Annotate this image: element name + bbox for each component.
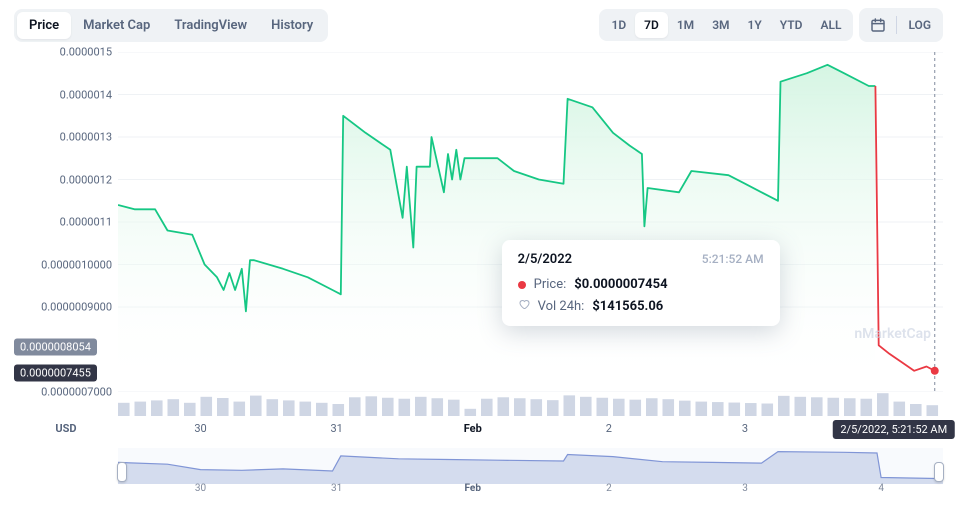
tooltip-vol-label: Vol 24h: [538,299,585,314]
brush-x-label: 2 [606,483,612,494]
range-7d[interactable]: 7D [635,12,668,38]
brush-x-label: 3 [742,483,748,494]
brush-plot[interactable]: 30 31 Feb 2 3 4 [118,448,943,496]
tab-market-cap[interactable]: Market Cap [71,12,162,39]
tooltip-vol-value: $141565.06 [592,299,663,314]
brush-x-label: 4 [878,483,884,494]
brush-handle-left[interactable] [117,462,127,482]
chart-svg [118,52,943,392]
x-tick-label: 30 [194,422,206,435]
range-1d[interactable]: 1D [602,12,635,38]
range-group: 1D7D1M3M1YYTDALL [599,9,853,41]
range-1m[interactable]: 1M [668,12,703,38]
x-tick-label: 31 [330,422,342,435]
y-tick-label: 0.0000009000 [41,301,112,314]
y-tick-label: 0.0000013 [60,131,112,144]
chart-toolbar: PriceMarket CapTradingViewHistory 1D7D1M… [0,0,957,46]
brush-x-label: Feb [465,483,481,494]
tooltip-date: 2/5/2022 [518,252,572,267]
tooltip-time: 5:21:52 AM [702,252,764,267]
heart-icon [518,298,530,314]
y-tick-label: 0.0000015 [60,46,112,59]
range-3m[interactable]: 3M [703,12,738,38]
tooltip-price-label: Price: [534,277,567,292]
calendar-icon[interactable] [862,11,894,39]
x-tick-label: 3 [742,422,748,435]
range-all[interactable]: ALL [811,12,850,38]
range-1y[interactable]: 1Y [739,12,771,38]
range-ytd[interactable]: YTD [771,12,812,38]
tab-price[interactable]: Price [17,12,71,39]
tab-history[interactable]: History [259,12,325,39]
tooltip-price-value: $0.0000007454 [574,277,667,292]
y-tick-label: 0.0000012 [60,173,112,186]
x-axis: USD 3031Feb232/5/2022, 5:21:52 AM [14,420,943,442]
x-tick-label: 2 [606,422,612,435]
brush-row[interactable]: 30 31 Feb 2 3 4 [14,448,943,496]
x-crosshair-badge: 2/5/2022, 5:21:52 AM [832,420,955,439]
view-tab-group: PriceMarket CapTradingViewHistory [14,9,328,42]
x-labels: 3031Feb232/5/2022, 5:21:52 AM [118,420,943,442]
y-axis: 0.00000150.00000140.00000130.00000120.00… [14,52,118,392]
separator [896,16,897,34]
price-tooltip: 2/5/2022 5:21:52 AM Price: $0.0000007454… [502,240,780,326]
right-controls: 1D7D1M3M1YYTDALL LOG [599,8,943,42]
brush-handle-right[interactable] [934,462,944,482]
y-tick-label: 0.0000011 [60,216,112,229]
volume-plot [118,392,943,416]
volume-svg [118,392,943,416]
tab-tradingview[interactable]: TradingView [162,12,259,39]
plot-area[interactable]: nMarketCap [118,52,943,392]
brush-x-label: 31 [331,483,342,494]
y-badge: 0.0000007455 [14,364,97,381]
y-tick-label: 0.0000014 [60,88,112,101]
volume-row [14,392,943,416]
log-toggle[interactable]: LOG [899,12,940,38]
brush-svg [118,448,943,496]
aux-group: LOG [859,8,943,42]
currency-label: USD [14,422,118,435]
y-tick-label: 0.0000010000 [41,258,112,271]
price-chart[interactable]: 0.00000150.00000140.00000130.00000120.00… [14,52,943,392]
dot-icon [518,281,526,289]
y-badge: 0.0000008054 [14,339,97,356]
brush-x-label: 30 [195,483,206,494]
x-tick-label: Feb [464,422,482,435]
